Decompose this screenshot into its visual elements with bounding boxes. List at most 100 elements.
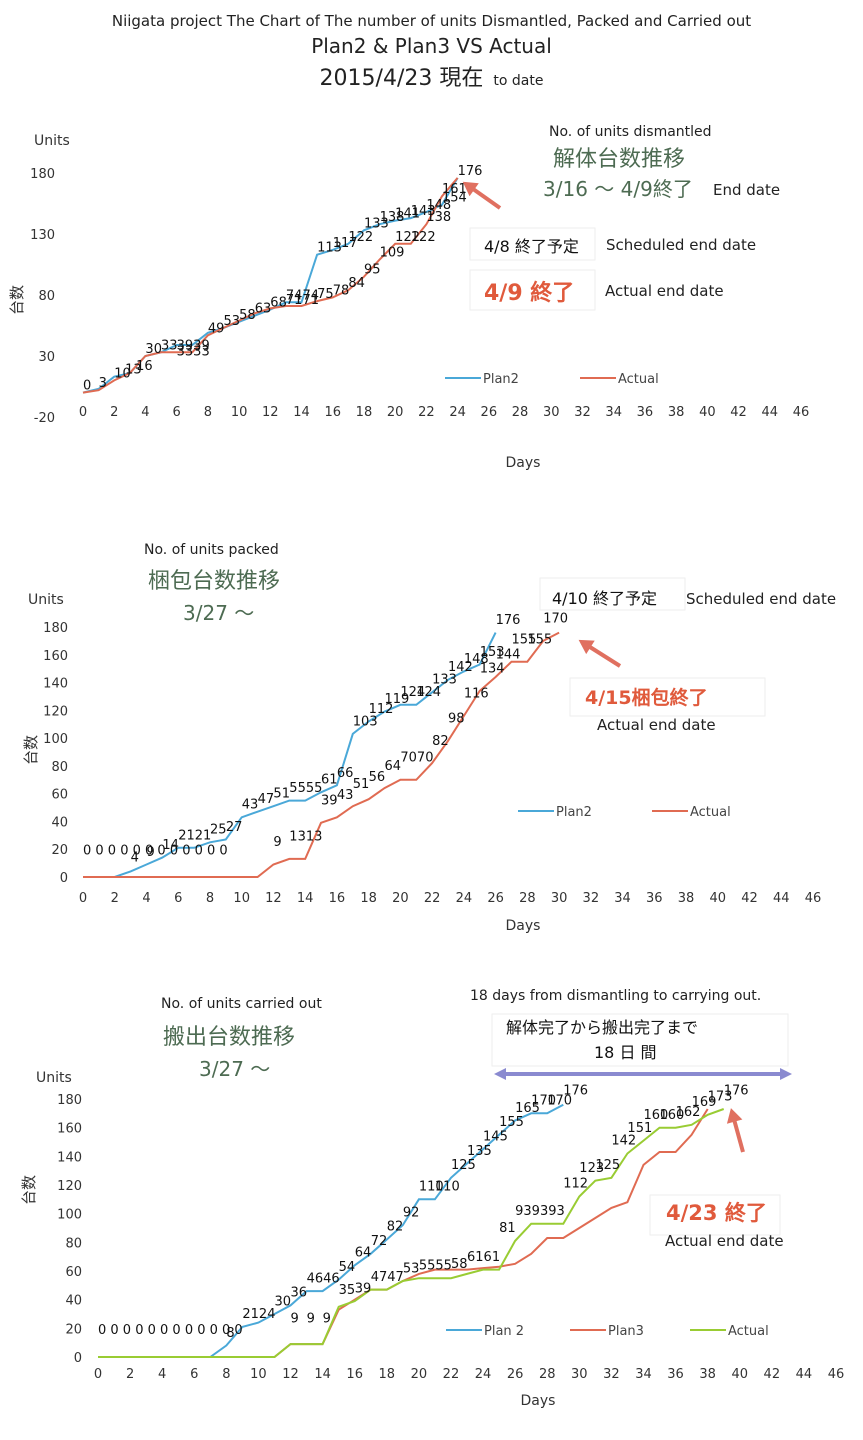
x-tick-label: 14: [297, 891, 314, 906]
pointer-arrow-head: [462, 181, 479, 197]
data-label: 113: [317, 241, 342, 256]
data-label: 58: [451, 1257, 468, 1272]
x-tick-label: 30: [551, 891, 568, 906]
data-label: 9: [307, 1311, 315, 1326]
data-label: 51: [353, 777, 370, 792]
data-label: 117: [333, 236, 358, 251]
data-label: 30: [274, 1294, 291, 1309]
x-tick-label: 24: [456, 891, 473, 906]
x-tick-label: 24: [475, 1367, 492, 1382]
annotation-text: 4/15梱包終了: [585, 686, 708, 709]
y-tick-label: 120: [43, 704, 68, 719]
x-tick-label: 18: [360, 891, 377, 906]
annotation-box: [469, 269, 596, 311]
y-tick-label: 180: [57, 1093, 82, 1108]
x-tick-label: 44: [796, 1367, 813, 1382]
data-label: 173: [708, 1089, 733, 1104]
annotation-box: [649, 1194, 781, 1236]
legend-label: Plan2: [556, 805, 592, 820]
annotation-text: 4/9 終了: [484, 280, 574, 306]
data-label: 53: [223, 314, 240, 329]
y-tick-label: 180: [30, 167, 55, 182]
x-tick-label: 40: [699, 405, 716, 420]
data-label: 58: [239, 308, 256, 323]
x-tick-label: 4: [158, 1367, 166, 1382]
x-tick-label: 2: [126, 1367, 134, 1382]
data-label: 82: [432, 734, 449, 749]
x-tick-label: 12: [262, 405, 279, 420]
chart-title-en: No. of units packed: [144, 542, 279, 558]
data-label: 51: [273, 787, 290, 802]
y-axis-label: 台数: [22, 735, 40, 765]
legend-label: Plan3: [608, 1324, 644, 1339]
x-tick-label: 20: [387, 405, 404, 420]
y-tick-label: 100: [57, 1208, 82, 1223]
data-label: 3939: [177, 338, 210, 353]
x-tick-label: 4: [142, 891, 150, 906]
data-label: 142: [611, 1134, 636, 1149]
data-label: 170: [547, 1094, 572, 1109]
y-axis-label: 台数: [20, 1175, 38, 1205]
y-tick-label: 140: [57, 1150, 82, 1165]
data-label: 66: [337, 766, 354, 781]
header-line-1: Niigata project The Chart of The number …: [111, 12, 752, 30]
x-tick-label: 22: [424, 891, 441, 906]
x-tick-label: 46: [805, 891, 822, 906]
data-label: 138: [426, 210, 451, 225]
annotation-box: [469, 227, 596, 261]
data-label: 160: [643, 1108, 668, 1123]
legend-label: Actual: [690, 805, 731, 820]
x-tick-label: 38: [699, 1367, 716, 1382]
data-label: 98: [448, 712, 465, 727]
data-label: 162: [676, 1105, 701, 1120]
x-tick-label: 32: [603, 1367, 620, 1382]
data-label: 176: [458, 164, 483, 179]
legend-label: Actual: [728, 1324, 769, 1339]
x-tick-label: 46: [793, 405, 810, 420]
x-tick-label: 2: [111, 891, 119, 906]
x-tick-label: 18: [356, 405, 373, 420]
chart-period: 3/27 ～: [183, 601, 254, 625]
data-label: 30: [145, 342, 162, 357]
data-label: 16: [136, 359, 153, 374]
x-tick-label: 10: [250, 1367, 267, 1382]
y-tick-label: 180: [43, 621, 68, 636]
data-label: 122: [395, 230, 420, 245]
y-axis-units-label: Units: [28, 592, 64, 608]
data-label: 78: [333, 283, 350, 298]
data-label: 63: [255, 302, 272, 317]
data-label: 14: [162, 838, 179, 853]
annotation-note: Actual end date: [605, 282, 724, 300]
data-label: 110: [435, 1180, 460, 1195]
data-label: 170: [531, 1094, 556, 1109]
y-tick-label: 80: [65, 1236, 82, 1251]
series-line-actual: [98, 1108, 725, 1358]
data-label: 27: [226, 820, 243, 835]
data-label: 123: [579, 1161, 604, 1176]
x-tick-label: 38: [678, 891, 695, 906]
data-label: 122: [348, 230, 373, 245]
data-label: 0 0 0 0 0 0 0 0 0 0 0 0: [98, 1323, 243, 1338]
data-label: 10: [114, 366, 131, 381]
header-date: 2015/4/23 現在: [319, 66, 484, 91]
data-label: 170: [543, 612, 568, 627]
data-label: 3: [99, 376, 107, 391]
data-label: 103: [353, 714, 378, 729]
header-line-2: Plan2 & Plan3 VS Actual: [311, 34, 552, 58]
x-tick-label: 34: [614, 891, 631, 906]
chart-title-jp: 搬出台数推移: [163, 1025, 295, 1050]
x-tick-label: 6: [173, 405, 181, 420]
data-label: 4646: [307, 1271, 340, 1286]
x-tick-label: 2: [110, 405, 118, 420]
range-arrow-head-left: [494, 1068, 506, 1080]
x-tick-label: 20: [411, 1367, 428, 1382]
y-axis-label: 台数: [8, 285, 26, 315]
y-tick-label: 100: [43, 732, 68, 747]
x-tick-label: 38: [668, 405, 685, 420]
data-label: 161: [442, 182, 467, 197]
x-tick-label: 34: [605, 405, 622, 420]
data-label: 54: [339, 1260, 356, 1275]
data-label: 9: [291, 1311, 299, 1326]
series-line-actual: [83, 631, 560, 878]
